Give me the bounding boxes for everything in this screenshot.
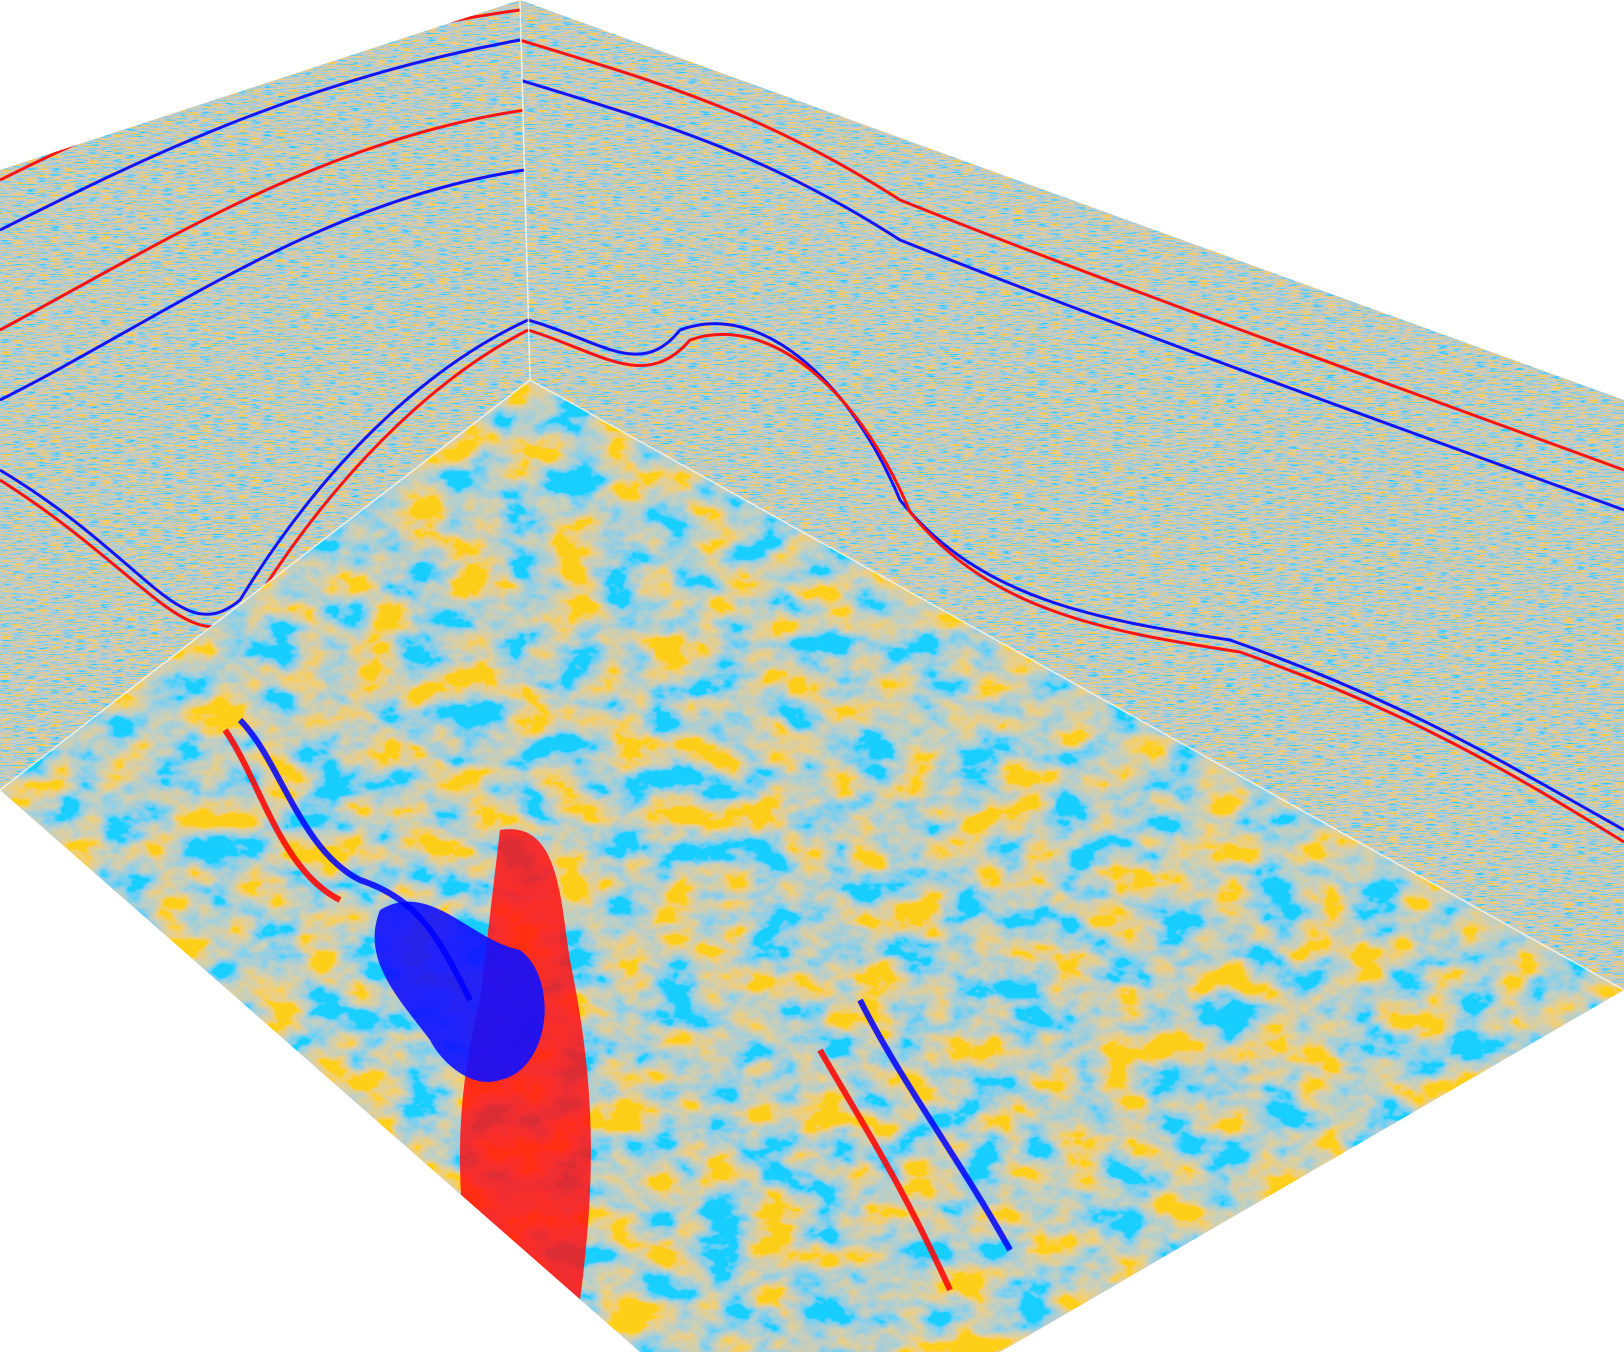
cube-edges: [0, 0, 1624, 990]
blue-anomaly: [374, 901, 545, 1082]
